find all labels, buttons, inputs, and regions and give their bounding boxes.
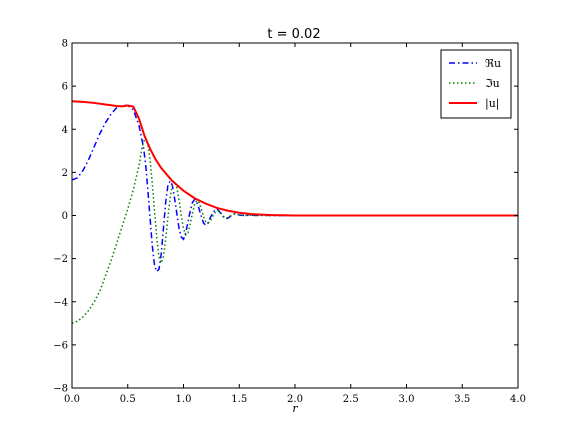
x-tick-label: 0.5 [120, 394, 136, 405]
y-tick-label: 8 [62, 39, 68, 50]
y-tick-label: 6 [62, 82, 68, 93]
tick-layer: 0.0 0.5 1.0 1.5 2.0 2.5 3.0 3.5 4.0 −8 −6 −4 −2 0 2 4 6 8 [53, 39, 526, 406]
x-tick-label: 4.0 [510, 394, 526, 405]
legend: ℜu ℑu |u| [440, 49, 512, 119]
y-tick-label: 4 [62, 125, 68, 136]
x-tick-label: 2.0 [287, 394, 303, 405]
legend-label-0: ℜu [485, 57, 501, 70]
legend-box [440, 49, 512, 119]
x-tick-label: 3.5 [454, 394, 470, 405]
x-tick-label: 3.0 [399, 394, 415, 405]
chart-title: t = 0.02 [267, 27, 320, 42]
y-tick-label: −2 [53, 254, 68, 265]
y-tick-label: −4 [53, 297, 68, 308]
x-tick-label: 1.5 [231, 394, 247, 405]
y-tick-label: −6 [53, 340, 68, 351]
y-tick-label: −8 [53, 384, 68, 395]
x-tick-label: 2.5 [343, 394, 359, 405]
series-layer [71, 100, 518, 325]
x-axis-label: r [292, 402, 298, 415]
legend-label-2: |u| [485, 97, 500, 111]
y-tick-label: 2 [62, 168, 68, 179]
legend-label-1: ℑu [485, 77, 500, 90]
series-line-2 [71, 100, 518, 217]
x-tick-label: 0.0 [64, 394, 80, 405]
y-tick-label: 0 [62, 211, 68, 222]
x-tick-label: 1.0 [176, 394, 192, 405]
